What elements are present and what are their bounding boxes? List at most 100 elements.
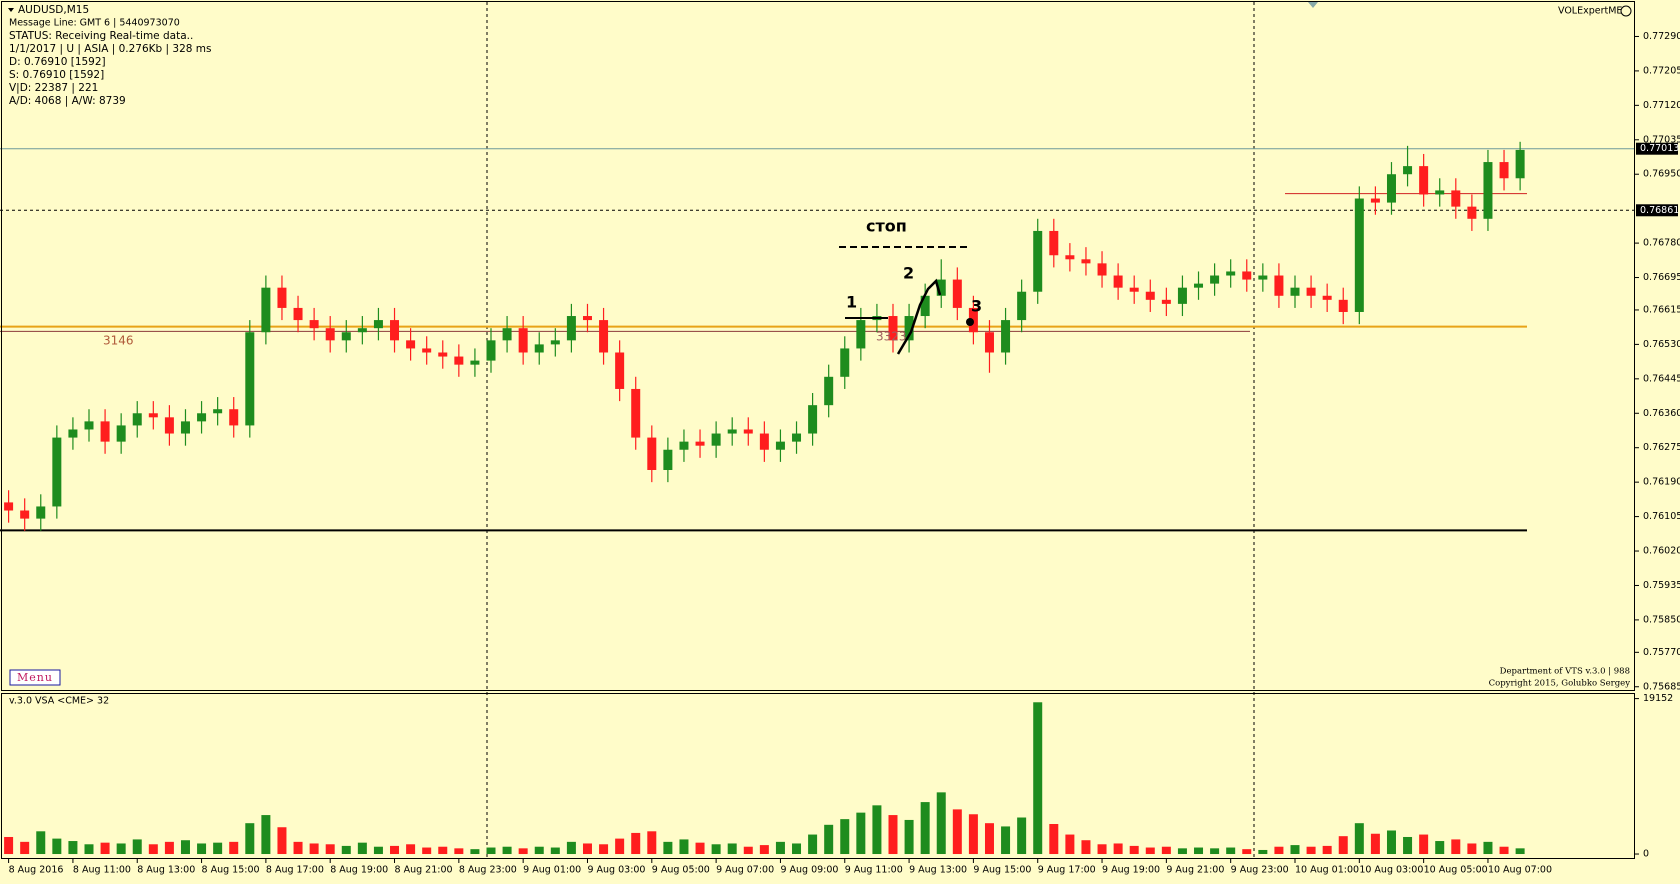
- volume-bar: [454, 848, 464, 855]
- volume-bar: [36, 831, 46, 855]
- info-line: D: 0.76910 [1592]: [9, 56, 106, 68]
- hand-arrow: [896, 278, 942, 355]
- volume-bar: [245, 823, 255, 855]
- candle-body: [518, 328, 528, 353]
- volume-bar: [566, 841, 576, 855]
- volume-bar: [1403, 836, 1413, 855]
- candle-body: [293, 307, 303, 321]
- annotation-3: 3: [971, 297, 982, 316]
- x-tick-label: 9 Aug 09:00: [780, 865, 838, 876]
- candle-body: [1017, 291, 1027, 321]
- candle-body: [1338, 299, 1348, 312]
- volume-tick-label: 19152: [1643, 693, 1673, 704]
- main-frame: [1, 1, 1635, 691]
- candle-body: [566, 316, 576, 341]
- candle-body: [213, 409, 223, 414]
- candle-body: [390, 320, 400, 341]
- candle-body: [406, 340, 416, 349]
- candle-body: [743, 429, 753, 434]
- hand-dot: [966, 318, 974, 326]
- volume-bar: [711, 844, 721, 855]
- y-tick-label: 0.76105: [1643, 511, 1680, 522]
- candle-body: [615, 352, 625, 389]
- x-tick-label: 8 Aug 15:00: [202, 865, 260, 876]
- volume-bar: [438, 846, 448, 855]
- candle-body: [1161, 299, 1171, 304]
- candle-body: [759, 433, 769, 450]
- volume-bar: [68, 841, 78, 855]
- volume-bar: [888, 815, 898, 855]
- volume-bar: [1001, 826, 1011, 855]
- annotation-stop: стоп: [866, 217, 907, 236]
- candle-body: [599, 320, 609, 353]
- volume-bar: [920, 802, 930, 855]
- volume-bar: [1258, 849, 1268, 855]
- candle-body: [373, 320, 383, 329]
- volume-bar: [1290, 845, 1300, 855]
- volume-bar: [229, 841, 239, 855]
- volume-bar: [615, 838, 625, 855]
- volume-bar: [936, 792, 946, 855]
- volume-bar: [984, 823, 994, 855]
- volume-bar: [1483, 841, 1493, 855]
- candle-body: [1515, 149, 1525, 179]
- indicator-icon[interactable]: [1620, 5, 1632, 17]
- candle-body: [679, 441, 689, 450]
- candle-body: [711, 433, 721, 446]
- x-tick-label: 9 Aug 13:00: [909, 865, 967, 876]
- y-tick-label: 0.76615: [1643, 304, 1680, 315]
- candle-body: [438, 352, 448, 357]
- candle-body: [357, 328, 367, 333]
- volume-bar: [4, 836, 14, 855]
- volume-bar: [550, 847, 560, 855]
- candle-body: [792, 433, 802, 442]
- candle-body: [52, 437, 62, 507]
- volume-bar: [1242, 849, 1252, 855]
- x-tick-label: 10 Aug 07:00: [1488, 865, 1552, 876]
- y-tick-label: 0.76695: [1643, 272, 1680, 283]
- candle-body: [647, 437, 657, 470]
- info-line: A/D: 4068 | A/W: 8739: [9, 95, 126, 107]
- volume-bar: [759, 845, 769, 855]
- candle-body: [68, 429, 78, 438]
- candle-body: [952, 279, 962, 308]
- volume-bar: [132, 839, 142, 855]
- candle-body: [1177, 287, 1187, 304]
- volume-bar: [390, 845, 400, 855]
- volume-bar: [904, 819, 914, 855]
- volume-bar: [824, 824, 834, 855]
- collapse-icon[interactable]: [8, 8, 14, 12]
- info-line: STATUS: Receiving Real-time data..: [9, 30, 193, 42]
- info-line: S: 0.76910 [1592]: [9, 69, 104, 81]
- indicator-name: VOLExpertME: [1558, 6, 1622, 17]
- x-tick-label: 9 Aug 21:00: [1166, 865, 1224, 876]
- volume-note: 3146: [103, 334, 134, 348]
- candle-body: [1467, 206, 1477, 219]
- y-tick-label: 0.75685: [1643, 681, 1680, 692]
- symbol: AUDUSD,M15: [18, 4, 89, 16]
- volume-bar: [1161, 846, 1171, 855]
- candle-body: [1113, 275, 1123, 288]
- candle-body: [904, 316, 914, 341]
- y-tick-label: 0.77035: [1643, 134, 1680, 145]
- menu-label[interactable]: Menu: [17, 671, 53, 684]
- volume-bar: [1467, 843, 1477, 855]
- volume-bar: [840, 819, 850, 855]
- candle-body: [1274, 275, 1284, 296]
- volume-bar: [1145, 847, 1155, 855]
- volume-bar: [631, 832, 641, 855]
- candle-body: [631, 388, 641, 438]
- x-tick-label: 9 Aug 17:00: [1038, 865, 1096, 876]
- info-line: Message Line: GMT 6 | 5440973070: [9, 18, 180, 29]
- candle-body: [1001, 320, 1011, 353]
- volume-bar: [663, 841, 673, 855]
- volume-bar: [180, 840, 190, 855]
- y-tick-label: 0.75850: [1643, 614, 1680, 625]
- candle-body: [164, 417, 174, 434]
- volume-bar: [213, 842, 223, 855]
- volume-bar: [1306, 846, 1316, 855]
- volume-bar: [534, 846, 544, 855]
- candle-body: [840, 348, 850, 377]
- menu-button[interactable]: [9, 669, 61, 686]
- volume-bar: [1435, 841, 1445, 855]
